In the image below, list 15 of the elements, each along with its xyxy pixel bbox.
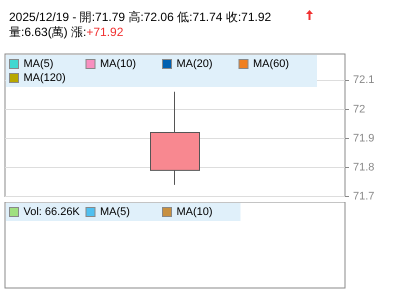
legend-label: MA(60): [253, 58, 290, 70]
legend-label: MA(10): [176, 206, 213, 218]
y-tick-label: 71.8: [353, 161, 374, 174]
y-tick-label: 71.9: [353, 132, 374, 144]
legend-label: Vol: 66.26K: [24, 206, 80, 218]
chart-subtitle: 量:6.63(萬) 漲:+71.92: [9, 25, 124, 39]
y-tick-label: 72: [353, 103, 366, 116]
legend-label: MA(5): [24, 58, 54, 70]
legend-label: MA(5): [100, 206, 130, 218]
y-tick-label: 71.7: [353, 190, 374, 202]
y-tick-label: 72.1: [353, 74, 374, 86]
legend-label: MA(10): [100, 58, 136, 70]
chart-title: 2025/12/19 - 開:71.79 高:72.06 低:71.74 收:71.92: [9, 10, 272, 24]
legend-label: MA(20): [176, 58, 213, 70]
legend-label: MA(120): [24, 72, 66, 84]
